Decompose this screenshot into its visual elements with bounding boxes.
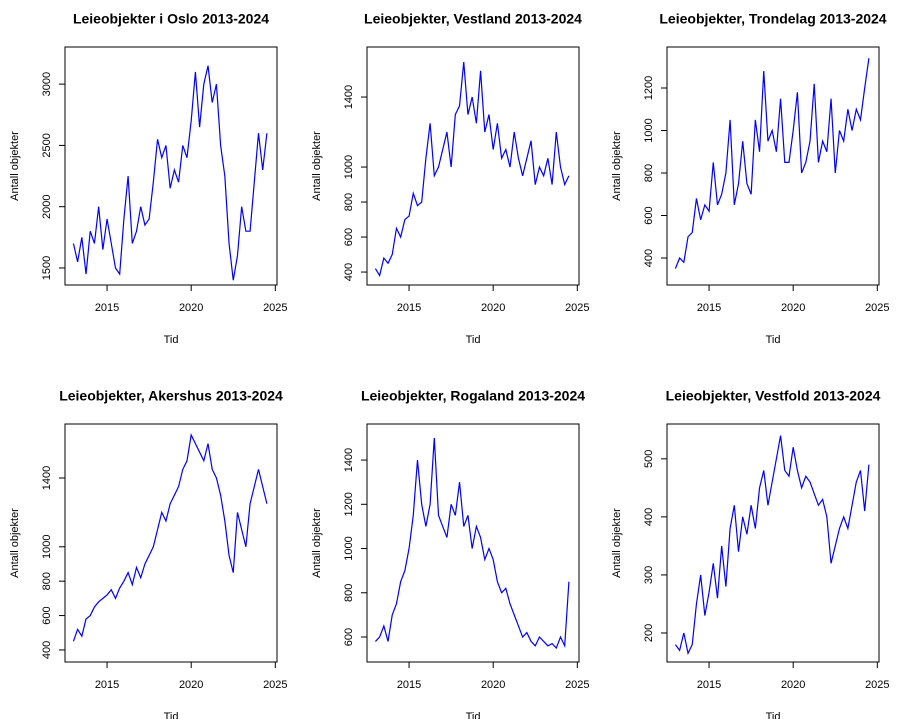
x-tick-label: 2015 xyxy=(697,302,721,314)
x-axis-label: Tid xyxy=(164,334,179,346)
x-tick-label: 2025 xyxy=(565,302,589,314)
y-axis-label: Antall objekter xyxy=(9,508,21,578)
y-tick-label: 600 xyxy=(41,606,53,624)
y-tick-label: 800 xyxy=(343,584,355,602)
y-axis-label: Antall objekter xyxy=(611,131,623,201)
plot-box xyxy=(666,46,880,286)
panel-title: Leieobjekter, Trondelag 2013-2024 xyxy=(659,11,886,27)
y-tick-label: 1000 xyxy=(41,535,53,559)
y-tick-label: 600 xyxy=(343,228,355,246)
panel-title: Leieobjekter, Rogaland 2013-2024 xyxy=(361,388,585,404)
y-tick-label: 2000 xyxy=(41,194,53,218)
y-tick-label: 800 xyxy=(643,164,655,182)
y-axis-label: Antall objekter xyxy=(311,508,323,578)
plot-box xyxy=(64,46,278,286)
y-tick-label: 500 xyxy=(643,450,655,468)
x-tick-label: 2020 xyxy=(781,302,805,314)
x-tick-label: 2020 xyxy=(179,302,203,314)
y-tick-label: 1400 xyxy=(41,466,53,490)
y-tick-label: 200 xyxy=(643,624,655,642)
x-tick-label: 2020 xyxy=(481,679,505,691)
x-tick-label: 2025 xyxy=(263,302,287,314)
plot-box xyxy=(666,423,880,663)
plot-box xyxy=(366,46,580,286)
y-tick-label: 400 xyxy=(643,508,655,526)
x-tick-label: 2015 xyxy=(95,679,119,691)
x-tick-label: 2020 xyxy=(179,679,203,691)
panel-title: Leieobjekter, Akershus 2013-2024 xyxy=(59,388,283,404)
y-tick-label: 3000 xyxy=(41,72,53,96)
x-axis-label: Tid xyxy=(466,711,481,719)
series-line xyxy=(72,65,268,281)
series-line xyxy=(72,433,268,642)
x-tick-label: 2015 xyxy=(697,679,721,691)
y-tick-label: 1200 xyxy=(343,492,355,516)
series-line xyxy=(374,437,570,650)
x-tick-label: 2020 xyxy=(781,679,805,691)
y-tick-label: 1000 xyxy=(343,155,355,179)
x-tick-label: 2025 xyxy=(865,302,889,314)
y-tick-label: 400 xyxy=(343,263,355,281)
y-tick-label: 1400 xyxy=(343,448,355,472)
x-tick-label: 2015 xyxy=(397,679,421,691)
y-tick-label: 1200 xyxy=(643,76,655,100)
x-axis-label: Tid xyxy=(766,334,781,346)
plot-box xyxy=(366,423,580,663)
series-line xyxy=(374,61,570,278)
panel-title: Leieobjekter i Oslo 2013-2024 xyxy=(73,11,269,27)
y-axis-label: Antall objekter xyxy=(611,508,623,578)
y-tick-label: 400 xyxy=(41,641,53,659)
y-tick-label: 1000 xyxy=(643,118,655,142)
x-axis-label: Tid xyxy=(466,334,481,346)
y-axis-label: Antall objekter xyxy=(311,131,323,201)
series-line xyxy=(674,58,870,269)
x-tick-label: 2025 xyxy=(565,679,589,691)
y-tick-label: 600 xyxy=(643,206,655,224)
y-tick-label: 1500 xyxy=(41,256,53,280)
panel-title: Leieobjekter, Vestfold 2013-2024 xyxy=(666,388,881,404)
x-tick-label: 2025 xyxy=(865,679,889,691)
plot-box xyxy=(64,423,278,663)
x-axis-label: Tid xyxy=(164,711,179,719)
y-axis-label: Antall objekter xyxy=(9,131,21,201)
y-tick-label: 1400 xyxy=(343,85,355,109)
y-tick-label: 1000 xyxy=(343,536,355,560)
y-tick-label: 600 xyxy=(343,628,355,646)
x-tick-label: 2025 xyxy=(263,679,287,691)
panel-title: Leieobjekter, Vestland 2013-2024 xyxy=(364,11,582,27)
x-axis-label: Tid xyxy=(766,711,781,719)
series-line xyxy=(674,435,870,656)
x-tick-label: 2020 xyxy=(481,302,505,314)
y-tick-label: 2500 xyxy=(41,133,53,157)
y-tick-label: 800 xyxy=(343,193,355,211)
y-tick-label: 300 xyxy=(643,566,655,584)
y-tick-label: 400 xyxy=(643,249,655,267)
x-tick-label: 2015 xyxy=(397,302,421,314)
x-tick-label: 2015 xyxy=(95,302,119,314)
y-tick-label: 800 xyxy=(41,572,53,590)
